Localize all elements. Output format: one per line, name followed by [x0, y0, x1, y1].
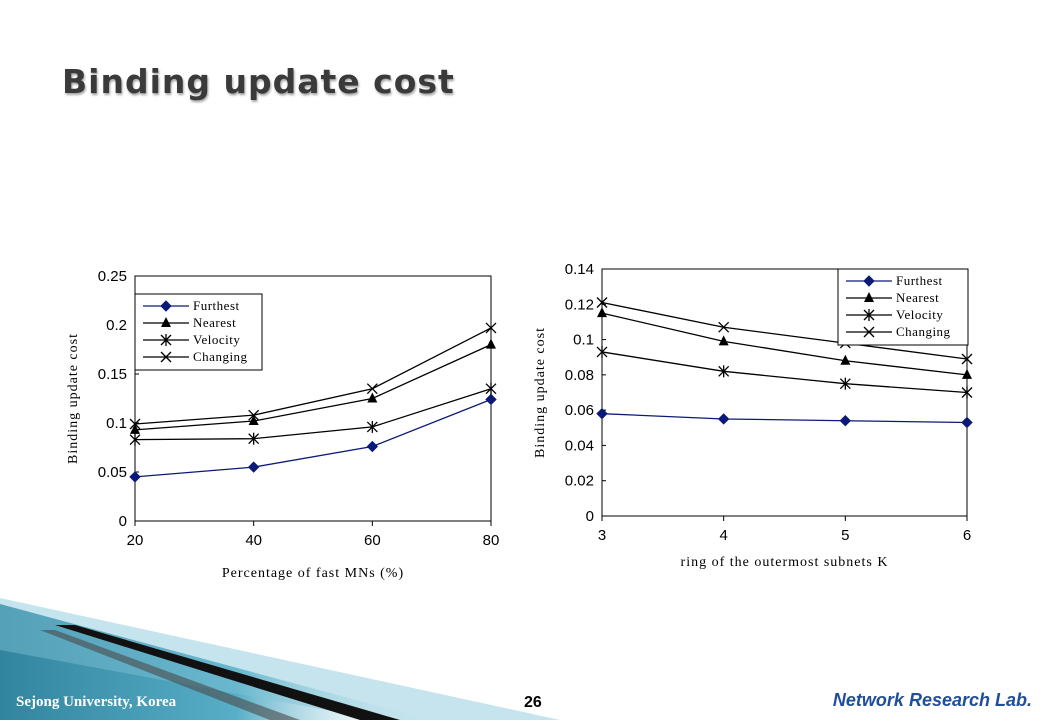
y-tick-label: 0.06	[565, 402, 594, 419]
y-tick-label: 0.05	[98, 464, 127, 481]
y-tick-label: 0.14	[565, 261, 594, 278]
data-point-velocity	[596, 345, 608, 358]
data-point-furthest	[596, 407, 608, 420]
y-tick-label: 0	[586, 508, 594, 525]
y-tick-label: 0.02	[565, 473, 594, 490]
y-tick-label: 0.2	[106, 317, 127, 334]
x-tick-label: 20	[127, 532, 144, 549]
data-point-velocity	[839, 377, 851, 390]
y-tick-label: 0.1	[573, 332, 594, 349]
legend-label: Nearest	[896, 290, 939, 305]
lab-name: Network Research Lab.	[832, 690, 1032, 710]
x-tick-label: 4	[719, 527, 727, 544]
data-point-nearest	[597, 307, 607, 318]
data-point-changing	[248, 409, 260, 421]
y-tick-label: 0.08	[565, 367, 594, 384]
x-axis-label: ring of the outermost subnets K	[681, 555, 889, 570]
series-line-changing	[134, 327, 492, 425]
data-point-velocity	[129, 433, 141, 446]
legend-label: Velocity	[193, 332, 240, 347]
legend: Furthest Nearest Velocity Changing	[837, 268, 969, 346]
y-axis-label: Binding update cost	[533, 327, 548, 458]
x-tick-label: 5	[841, 527, 849, 544]
x-axis-label: Percentage of fast MNs (%)	[222, 566, 404, 581]
slide-title: Binding update cost	[62, 62, 455, 101]
data-point-changing	[366, 383, 378, 395]
y-tick-label: 0	[119, 513, 127, 530]
series-line-velocity	[134, 388, 492, 441]
legend-marker	[160, 300, 172, 312]
legend-marker	[863, 326, 875, 338]
legend-marker	[864, 292, 874, 302]
data-point-nearest	[367, 392, 378, 403]
legend-marker	[160, 334, 172, 346]
y-axis-label: Binding update cost	[66, 333, 81, 464]
data-point-changing	[961, 353, 973, 365]
data-point-velocity	[366, 420, 378, 433]
legend-label: Nearest	[193, 315, 236, 330]
data-point-nearest	[840, 354, 851, 365]
legend-label: Changing	[193, 349, 248, 364]
data-point-velocity	[485, 382, 497, 395]
series-line-nearest	[601, 312, 968, 376]
series-line-nearest	[134, 344, 492, 431]
data-point-velocity	[248, 432, 260, 445]
data-point-nearest	[130, 423, 140, 434]
data-point-furthest	[247, 461, 260, 473]
data-point-changing	[596, 297, 608, 308]
series-line-furthest	[134, 398, 492, 478]
legend-label: Velocity	[896, 307, 943, 322]
x-tick-label: 40	[245, 532, 262, 549]
data-point-furthest	[366, 440, 379, 453]
data-point-changing	[129, 418, 141, 430]
data-point-furthest	[485, 393, 497, 406]
data-point-nearest	[248, 415, 259, 426]
data-point-furthest	[717, 413, 730, 425]
data-point-nearest	[486, 338, 496, 349]
data-point-changing	[485, 322, 497, 334]
chart-right: 0 0.02 0.04 0.06 0.08 0.1 0.12 0.14 3 4 5 6 ring of …	[533, 261, 973, 570]
x-tick-label: 60	[364, 532, 381, 549]
legend-label: Furthest	[896, 273, 943, 288]
data-point-velocity	[718, 365, 730, 378]
legend-label: Changing	[896, 324, 951, 339]
data-point-furthest	[839, 415, 852, 427]
series-line-changing	[601, 301, 968, 360]
legend-marker	[160, 351, 172, 363]
legend-marker	[863, 309, 875, 321]
x-tick-label: 3	[598, 527, 606, 544]
data-point-furthest	[129, 471, 141, 483]
x-tick-label: 80	[483, 532, 500, 549]
series-line-velocity	[601, 351, 968, 394]
chart-left: 0 0.05 0.1 0.15 0.2 0.25 20 40 60 80 Percentage of…	[66, 268, 500, 581]
x-tick-label: 6	[963, 527, 971, 544]
data-point-furthest	[961, 416, 973, 429]
y-tick-label: 0.12	[565, 296, 594, 313]
legend-marker	[161, 317, 171, 327]
footer-university: Sejong University, Korea	[16, 694, 177, 710]
footer-decoration	[0, 598, 560, 720]
data-point-velocity	[961, 386, 973, 399]
page-number: 26	[524, 694, 542, 711]
data-point-nearest	[718, 335, 729, 346]
y-tick-label: 0.1	[106, 415, 127, 432]
legend: Furthest Nearest Velocity Changing	[134, 293, 263, 371]
data-point-changing	[718, 321, 730, 333]
y-tick-label: 0.25	[98, 268, 127, 285]
series-line-furthest	[601, 413, 968, 424]
legend-label: Furthest	[193, 298, 240, 313]
data-point-nearest	[962, 368, 972, 379]
y-tick-label: 0.15	[98, 366, 127, 383]
y-tick-label: 0.04	[565, 437, 594, 454]
legend-marker	[863, 275, 875, 287]
